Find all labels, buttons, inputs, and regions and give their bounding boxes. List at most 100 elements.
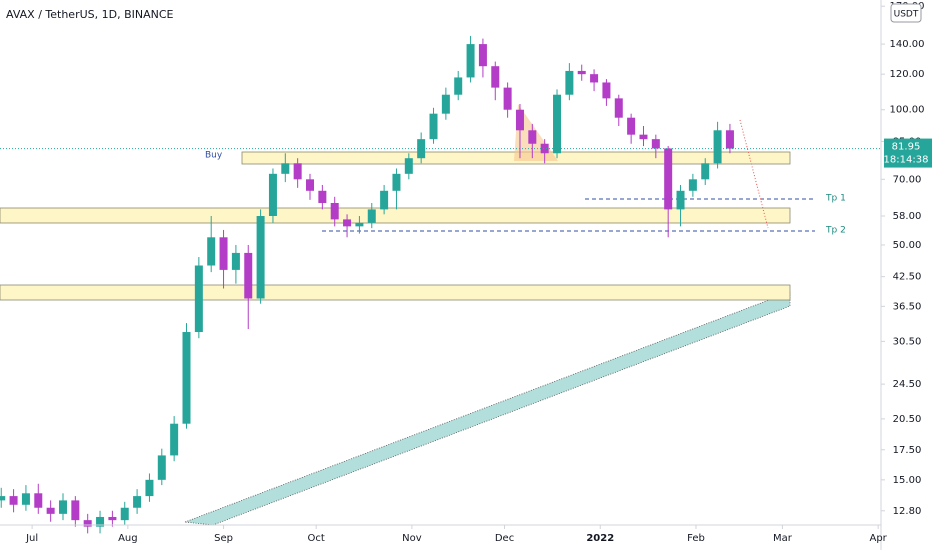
candle-body xyxy=(170,423,179,456)
candle-body xyxy=(157,455,166,480)
y-tick-label: 24.50 xyxy=(893,379,922,390)
candle-body xyxy=(21,493,30,505)
candle-body xyxy=(466,44,475,78)
y-tick-label: 100.00 xyxy=(890,105,925,116)
candle-body xyxy=(602,82,611,99)
candle-body xyxy=(441,94,450,114)
candle-body xyxy=(268,173,277,217)
y-tick-label: 42.50 xyxy=(893,272,922,283)
candle-body xyxy=(343,219,352,227)
candle-body xyxy=(306,179,315,191)
drawings: Buy Tp 1 Tp 2 xyxy=(0,104,846,526)
candle-body xyxy=(207,237,216,266)
candle-body xyxy=(639,134,648,140)
x-tick-label: Feb xyxy=(687,533,705,544)
candle-body xyxy=(590,74,599,83)
candle-body xyxy=(454,77,463,95)
annotation: Tp 2 xyxy=(825,226,846,236)
candle-body xyxy=(281,163,290,174)
y-tick-label: 120.00 xyxy=(890,69,925,80)
countdown: 18:14:38 xyxy=(884,155,929,166)
candle-body xyxy=(120,507,129,521)
candle-body xyxy=(713,130,722,164)
candle-body xyxy=(676,190,685,210)
last-price-box xyxy=(884,138,932,168)
candle-body xyxy=(108,516,117,521)
candle-body xyxy=(318,190,327,203)
candle-body xyxy=(725,130,734,149)
y-tick-label: 30.50 xyxy=(893,336,922,347)
candle-body xyxy=(688,179,697,191)
candle-body xyxy=(34,493,43,508)
annotation: Buy xyxy=(205,151,223,161)
x-tick-label: 2022 xyxy=(586,533,614,544)
candle-body xyxy=(577,70,586,75)
candle-body xyxy=(478,44,487,67)
candle-body xyxy=(491,66,500,88)
candle-body xyxy=(528,130,537,144)
candle-body xyxy=(9,496,18,505)
y-tick-label: 140.00 xyxy=(890,39,925,50)
candle-body xyxy=(664,148,673,210)
channel xyxy=(184,291,791,526)
candle-body xyxy=(71,500,80,521)
last-price-label: 81.95 xyxy=(892,142,921,153)
x-tick-label: Sep xyxy=(214,533,233,544)
candle-body xyxy=(96,516,105,527)
x-tick-label: Jul xyxy=(25,533,38,544)
candle-body xyxy=(565,70,574,95)
candle-body xyxy=(540,143,549,154)
y-tick-label: 50.00 xyxy=(893,240,922,251)
x-tick-label: Mar xyxy=(773,533,793,544)
candle-body xyxy=(355,222,364,227)
candle-body xyxy=(231,252,240,270)
candle-body xyxy=(182,332,191,424)
x-tick-label: Oct xyxy=(308,533,325,544)
support-zone xyxy=(0,284,791,301)
candle-body xyxy=(367,209,376,223)
x-tick-label: Nov xyxy=(402,533,422,544)
unit-box xyxy=(890,3,922,23)
y-tick-label: 70.00 xyxy=(893,174,922,185)
x-tick-label: Apr xyxy=(869,533,887,544)
support-zone xyxy=(0,207,791,224)
candle-body xyxy=(194,265,203,333)
candle-body xyxy=(133,496,142,508)
candle-body xyxy=(46,507,55,514)
candle-body xyxy=(392,173,401,191)
candle-body xyxy=(627,117,636,135)
candle-body xyxy=(58,500,67,514)
x-tick-label: Aug xyxy=(118,533,138,544)
candle-body xyxy=(256,216,265,299)
y-tick-label: 20.50 xyxy=(893,414,922,425)
annotation: Tp 1 xyxy=(825,194,846,204)
plot-area xyxy=(0,35,880,534)
y-tick-label: 58.00 xyxy=(893,211,922,222)
axes: 170.00140.00120.00100.0085.0070.0058.005… xyxy=(25,1,932,544)
candle-body xyxy=(244,252,253,299)
y-tick-label: 12.80 xyxy=(893,506,922,517)
candle-body xyxy=(380,190,389,210)
candle-body xyxy=(83,520,92,527)
candle-body xyxy=(145,479,154,497)
y-tick-label: 36.50 xyxy=(893,301,922,312)
candle-body xyxy=(515,109,524,131)
candle-body xyxy=(293,163,302,180)
x-tick-label: Dec xyxy=(495,533,514,544)
candle-body xyxy=(701,163,710,180)
candle-body xyxy=(417,139,426,159)
y-tick-label: 17.50 xyxy=(893,445,922,456)
unit: USDT xyxy=(894,10,919,20)
candle-body xyxy=(553,94,562,154)
candle-body xyxy=(404,158,413,174)
candle-body xyxy=(429,113,438,140)
candle-body xyxy=(0,496,6,501)
projection-line xyxy=(739,119,769,229)
candle-body xyxy=(614,98,623,118)
y-tick-label: 15.00 xyxy=(893,475,922,486)
candle-body xyxy=(503,87,512,110)
candle-body xyxy=(330,202,339,220)
candle-body xyxy=(651,139,660,149)
